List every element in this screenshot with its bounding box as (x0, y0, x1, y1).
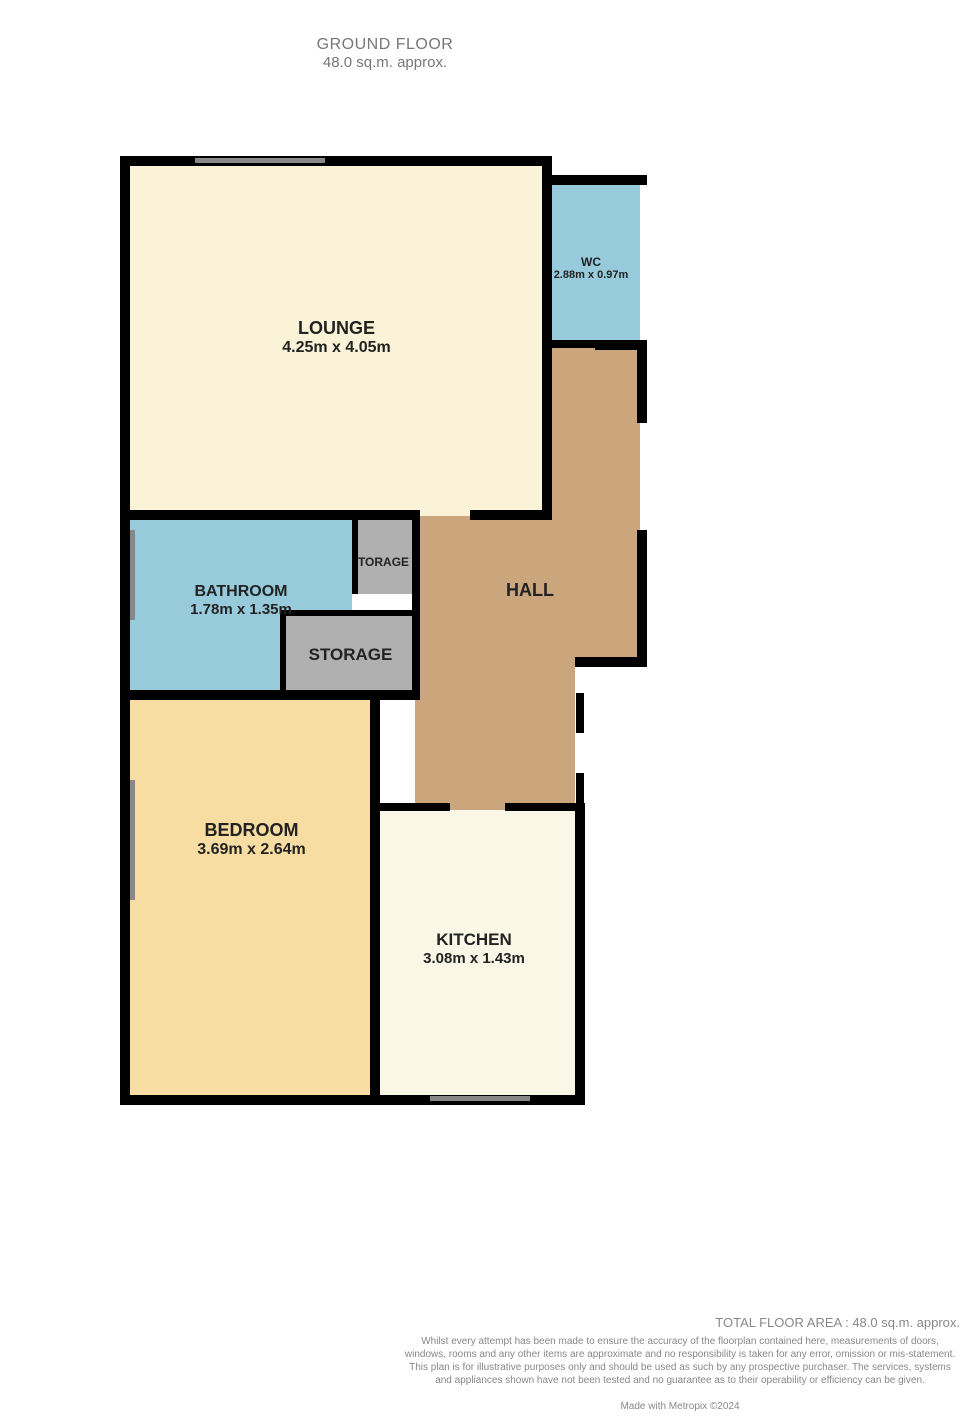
room-hall-lower (415, 663, 575, 810)
wall-segment (120, 510, 420, 520)
wall-segment (505, 803, 585, 811)
total-area: TOTAL FLOOR AREA : 48.0 sq.m. approx. (400, 1315, 960, 1330)
storage-small-label-block: TORAGE (352, 555, 415, 569)
title-line2: 48.0 sq.m. approx. (0, 54, 770, 71)
wall-segment (412, 510, 420, 693)
bedroom-dims: 3.69m x 2.64m (130, 841, 373, 859)
room-bedroom (130, 700, 373, 1095)
bathroom-label: BATHROOM (130, 583, 352, 601)
bathroom-label-block: BATHROOM 1.78m x 1.35m (130, 583, 352, 618)
wall-segment (352, 510, 358, 594)
wc-dims: 2.88m x 0.97m (540, 269, 642, 281)
wall-segment (637, 530, 647, 667)
wall-segment (542, 156, 552, 516)
bedroom-label: BEDROOM (130, 820, 373, 841)
wall-segment (637, 346, 647, 423)
wall-segment (595, 340, 647, 350)
storage-small-label: TORAGE (352, 555, 415, 569)
wall-segment (543, 175, 647, 185)
wc-label-block: WC 2.88m x 0.97m (540, 255, 642, 281)
wall-segment (576, 773, 584, 811)
window-segment (430, 1096, 530, 1101)
floorplan-stage: GROUND FLOOR 48.0 sq.m. approx. LOUNGE 4… (0, 0, 980, 1428)
storage-big-label-block: STORAGE (286, 645, 415, 665)
kitchen-label: KITCHEN (373, 930, 575, 950)
wall-segment (575, 810, 585, 1105)
window-segment (130, 530, 135, 620)
wall-segment (542, 340, 552, 358)
wall-segment (470, 510, 552, 520)
bedroom-label-block: BEDROOM 3.69m x 2.64m (130, 820, 373, 859)
kitchen-dims: 3.08m x 1.43m (373, 950, 575, 967)
wall-segment (576, 693, 584, 733)
wc-label: WC (540, 255, 642, 269)
hall-label: HALL (430, 580, 630, 601)
floor-title: GROUND FLOOR 48.0 sq.m. approx. (0, 36, 770, 71)
kitchen-label-block: KITCHEN 3.08m x 1.43m (373, 930, 575, 967)
wall-segment (370, 690, 380, 1095)
title-line1: GROUND FLOOR (0, 36, 770, 54)
lounge-dims: 4.25m x 4.05m (130, 339, 543, 357)
wall-segment (120, 156, 550, 166)
disclaimer-text: Whilst every attempt has been made to en… (400, 1335, 960, 1387)
lounge-label-block: LOUNGE 4.25m x 4.05m (130, 318, 543, 357)
window-segment (195, 158, 325, 163)
credit-text: Made with Metropix ©2024 (400, 1400, 960, 1413)
wall-segment (370, 803, 450, 811)
lounge-label: LOUNGE (130, 318, 543, 339)
storage-big-label: STORAGE (286, 645, 415, 665)
bathroom-dims: 1.78m x 1.35m (130, 601, 352, 618)
window-segment (130, 780, 135, 900)
hall-label-block: HALL (430, 580, 630, 601)
wall-segment (120, 156, 130, 1104)
